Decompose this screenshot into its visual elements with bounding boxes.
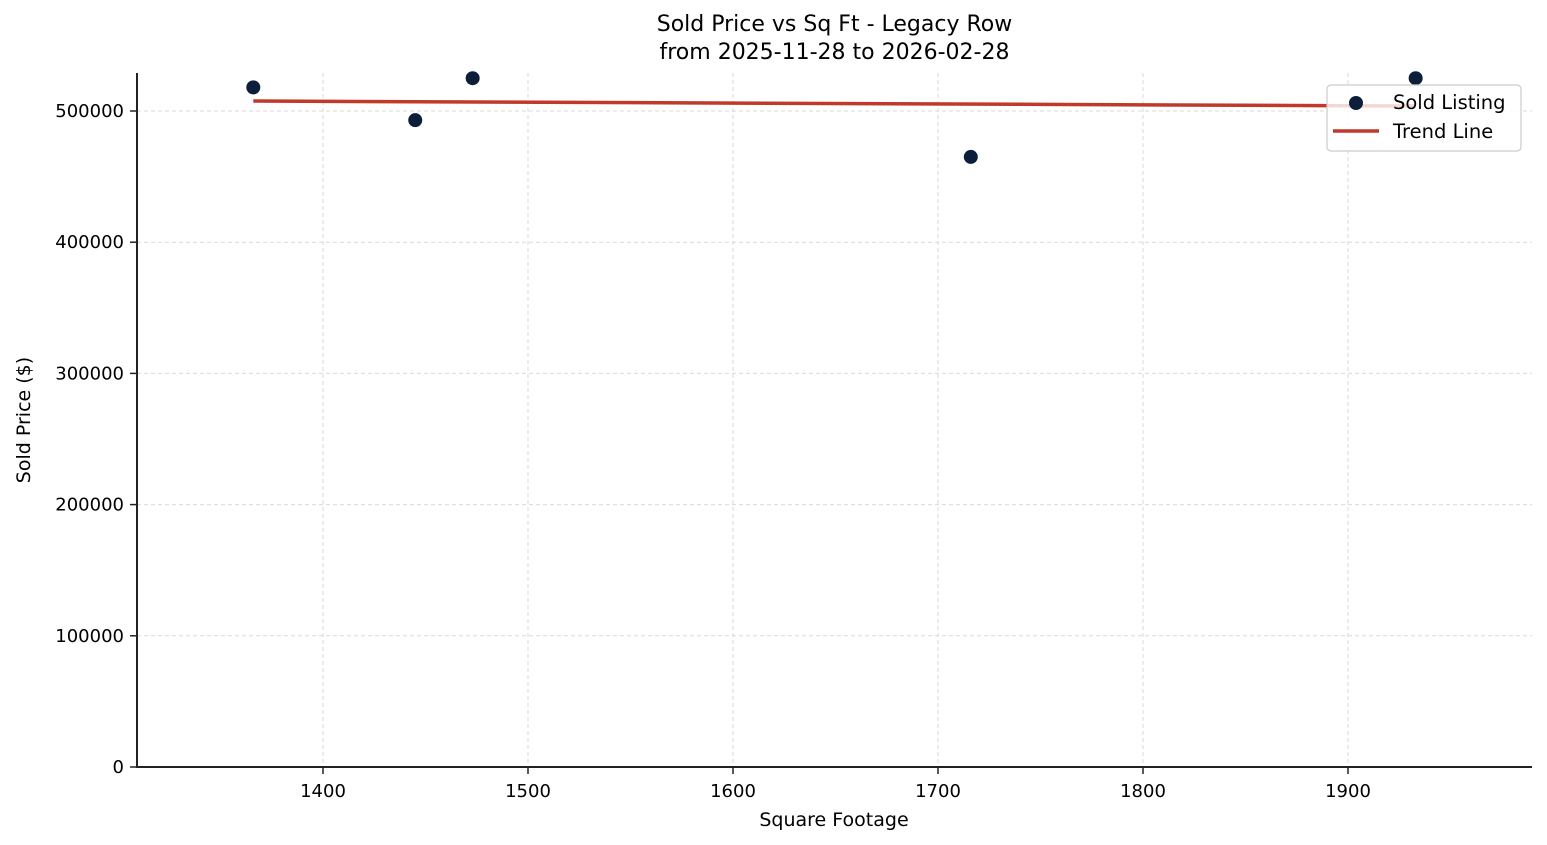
data-points (246, 71, 1423, 164)
legend-label-sold-listing: Sold Listing (1393, 91, 1506, 114)
legend-label-trend-line: Trend Line (1392, 120, 1493, 143)
x-tick-label: 1700 (915, 781, 961, 802)
y-tick-label: 100000 (55, 626, 124, 647)
sold-listing-point (408, 113, 423, 128)
x-tick-label: 1500 (505, 781, 551, 802)
chart-title: Sold Price vs Sq Ft - Legacy Row (656, 12, 1013, 37)
sold-listing-point (1408, 71, 1423, 86)
x-tick-label: 1600 (710, 781, 756, 802)
sold-listing-point (963, 149, 978, 164)
y-tick-label: 300000 (55, 363, 124, 384)
y-axis-label: Sold Price ($) (13, 357, 35, 483)
sold-listing-point (465, 71, 480, 86)
x-axis-label: Square Footage (759, 809, 908, 831)
y-tick-label: 400000 (55, 232, 124, 253)
y-ticks: 0 100000 200000 300000 400000 500000 (55, 101, 137, 778)
legend-box (1326, 84, 1522, 152)
trend-line (253, 99, 1416, 108)
trend-line-path (253, 99, 1416, 108)
chart-subtitle: from 2025-11-28 to 2026-02-28 (659, 40, 1010, 65)
grid-lines (137, 73, 1532, 767)
axes (136, 73, 1532, 768)
y-tick-label: 500000 (55, 101, 124, 122)
x-tick-label: 1900 (1325, 781, 1371, 802)
legend-marker-sold-listing-icon (1349, 96, 1363, 110)
x-ticks: 1400 1500 1600 1700 1800 1900 (300, 767, 1371, 802)
legend: Sold Listing Trend Line (1326, 84, 1522, 152)
sold-listing-point (246, 80, 261, 95)
y-tick-label: 200000 (55, 495, 124, 516)
y-tick-label: 0 (113, 757, 124, 778)
x-tick-label: 1800 (1120, 781, 1166, 802)
x-tick-label: 1400 (300, 781, 346, 802)
